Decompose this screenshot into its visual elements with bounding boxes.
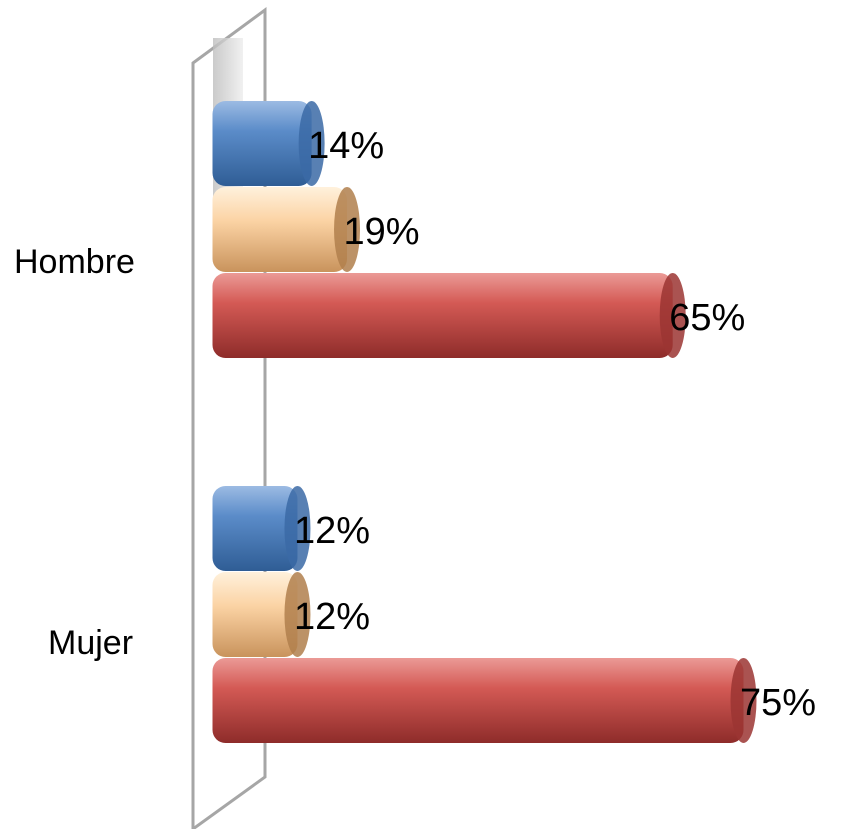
bar-cap-mujer-series-3: [730, 658, 757, 743]
data-label-mujer-series-1: 12%: [294, 510, 370, 552]
data-label-hombre-series-2: 19%: [344, 211, 420, 253]
data-label-mujer-series-3: 75%: [740, 682, 816, 724]
data-label-mujer-series-2: 12%: [294, 596, 370, 638]
axis-wall: [191, 7, 267, 829]
bar-cap-mujer-series-1: [284, 486, 311, 571]
bar-cap-hombre-series-2: [334, 187, 361, 272]
data-label-hombre-series-1: 14%: [308, 125, 384, 167]
bar-cap-mujer-series-2: [284, 572, 311, 657]
bar-mujer-series-3: [212, 658, 744, 743]
bar-cap-hombre-series-3: [659, 273, 686, 358]
category-label-mujer: Mujer: [48, 624, 133, 662]
data-label-hombre-series-3: 65%: [669, 297, 745, 339]
bar-hombre-series-2: [212, 187, 348, 272]
bars-layer: 14% 19% 65% 12% 12% 75%: [212, 101, 816, 743]
bar-hombre-series-1: [212, 101, 312, 186]
bar-hombre-series-3: [212, 273, 673, 358]
category-label-hombre: Hombre: [14, 243, 135, 281]
bar-mujer-series-2: [212, 572, 298, 657]
bar-cap-hombre-series-1: [298, 101, 325, 186]
bar-mujer-series-1: [212, 486, 298, 571]
